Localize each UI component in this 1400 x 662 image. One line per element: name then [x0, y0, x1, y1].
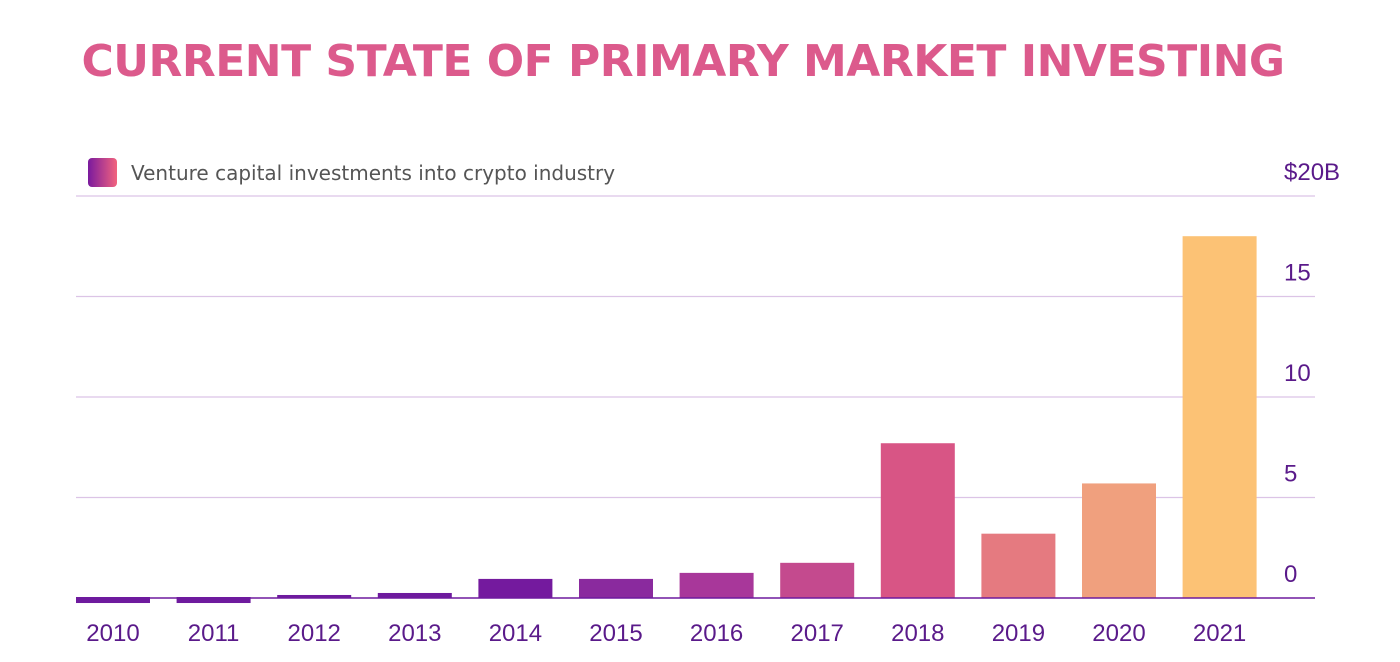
- y-tick-label: $20B: [1284, 159, 1340, 186]
- x-tick-label: 2021: [1193, 620, 1246, 647]
- x-tick-label: 2020: [1092, 620, 1145, 647]
- x-tick-label: 2011: [188, 620, 240, 647]
- bar-2020: [1082, 483, 1156, 598]
- legend-label: Venture capital investments into crypto …: [131, 160, 616, 185]
- x-tick-label: 2014: [489, 620, 542, 647]
- chart-title: CURRENT STATE OF PRIMARY MARKET INVESTIN…: [81, 36, 1285, 87]
- x-tick-label: 2018: [891, 620, 944, 647]
- bar-2017: [780, 562, 855, 598]
- x-tick-label: 2019: [992, 620, 1045, 647]
- x-tick-label: 2010: [86, 620, 139, 647]
- legend: Venture capital investments into crypto …: [88, 158, 615, 187]
- bar-2015: [579, 578, 653, 598]
- bar-2016: [679, 572, 754, 598]
- x-tick-label: 2016: [690, 620, 743, 647]
- x-tick-label: 2017: [791, 620, 844, 647]
- bar-2013: [377, 592, 452, 598]
- bar-2018: [880, 443, 955, 598]
- y-tick-label: 0: [1284, 561, 1297, 588]
- y-tick-label: 5: [1284, 461, 1297, 488]
- bar-2019: [981, 533, 1056, 598]
- bar-2011: [176, 597, 251, 604]
- y-tick-label: 10: [1284, 360, 1311, 387]
- x-tick-label: 2012: [288, 620, 341, 647]
- bar-2012: [277, 594, 352, 598]
- bar-2021: [1182, 236, 1257, 598]
- x-tick-label: 2013: [388, 620, 441, 647]
- bar-2010: [76, 597, 150, 604]
- legend-swatch: [88, 158, 117, 187]
- y-tick-label: 15: [1284, 260, 1311, 287]
- bar-2014: [478, 578, 553, 598]
- x-tick-label: 2015: [589, 620, 642, 647]
